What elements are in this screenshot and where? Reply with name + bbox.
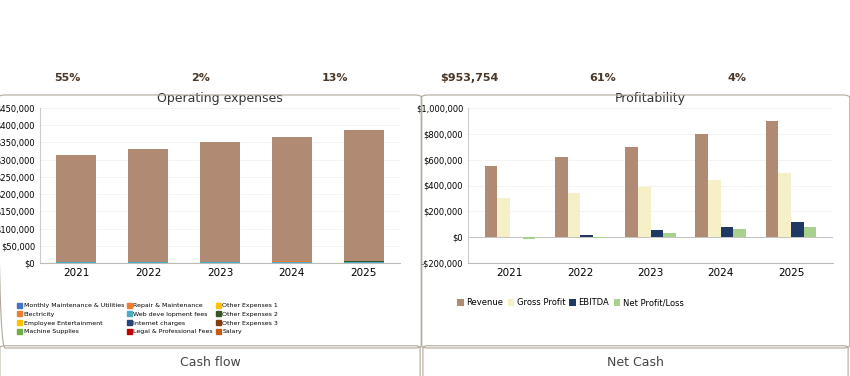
Bar [523,237,536,239]
Bar [663,233,676,237]
Bar [779,173,791,237]
Legend: Revenue, Gross Profit, EBITDA, Net Profit/Loss: Revenue, Gross Profit, EBITDA, Net Profi… [454,295,687,311]
Bar [56,262,96,263]
Title: Operating expenses: Operating expenses [157,92,283,105]
Bar [201,262,240,263]
Text: Cash flow: Cash flow [179,355,241,368]
Text: Net Profit Margin: Net Profit Margin [163,44,239,53]
Bar [592,237,605,238]
Title: Profitability: Profitability [615,92,686,105]
Bar [344,261,383,262]
Bar [638,187,650,237]
Text: share in equity: share in equity [705,44,769,53]
Bar [128,149,167,263]
Text: Net Cash: Net Cash [607,355,664,368]
Bar [272,262,312,263]
Bar [344,262,383,263]
Text: 4%: 4% [728,73,746,83]
Text: Revenue Growth: Revenue Growth [299,44,371,53]
Bar [734,229,746,237]
Text: $953,754: $953,754 [439,73,498,83]
Bar [695,134,708,237]
Text: nternal Rate of Returr: nternal Rate of Returr [555,44,651,53]
Text: Gross Profit Margin: Gross Profit Margin [25,44,110,53]
Text: 2%: 2% [191,73,211,83]
Text: Dashboard: Dashboard [133,8,218,22]
Text: 55%: 55% [54,73,80,83]
Bar [791,222,804,237]
Bar [344,130,383,263]
Text: Net Present Value: Net Present Value [430,44,508,53]
Bar [201,143,240,263]
Bar [555,157,568,237]
Bar [804,227,816,237]
Bar [272,137,312,263]
Bar [56,155,96,263]
Bar [568,193,581,237]
Legend: Monthly Maintenance & Utilities, Electricity, Employee Entertainment, Machine Su: Monthly Maintenance & Utilities, Electri… [14,300,280,337]
Bar [484,166,497,237]
Text: 13%: 13% [322,73,348,83]
Bar [128,262,167,263]
Bar [650,230,663,237]
Bar [581,235,592,237]
Bar [497,199,510,237]
Bar [766,121,779,237]
Text: 61%: 61% [590,73,616,83]
Bar [272,261,312,262]
Bar [721,227,734,237]
Bar [708,180,721,237]
Bar [626,147,638,237]
